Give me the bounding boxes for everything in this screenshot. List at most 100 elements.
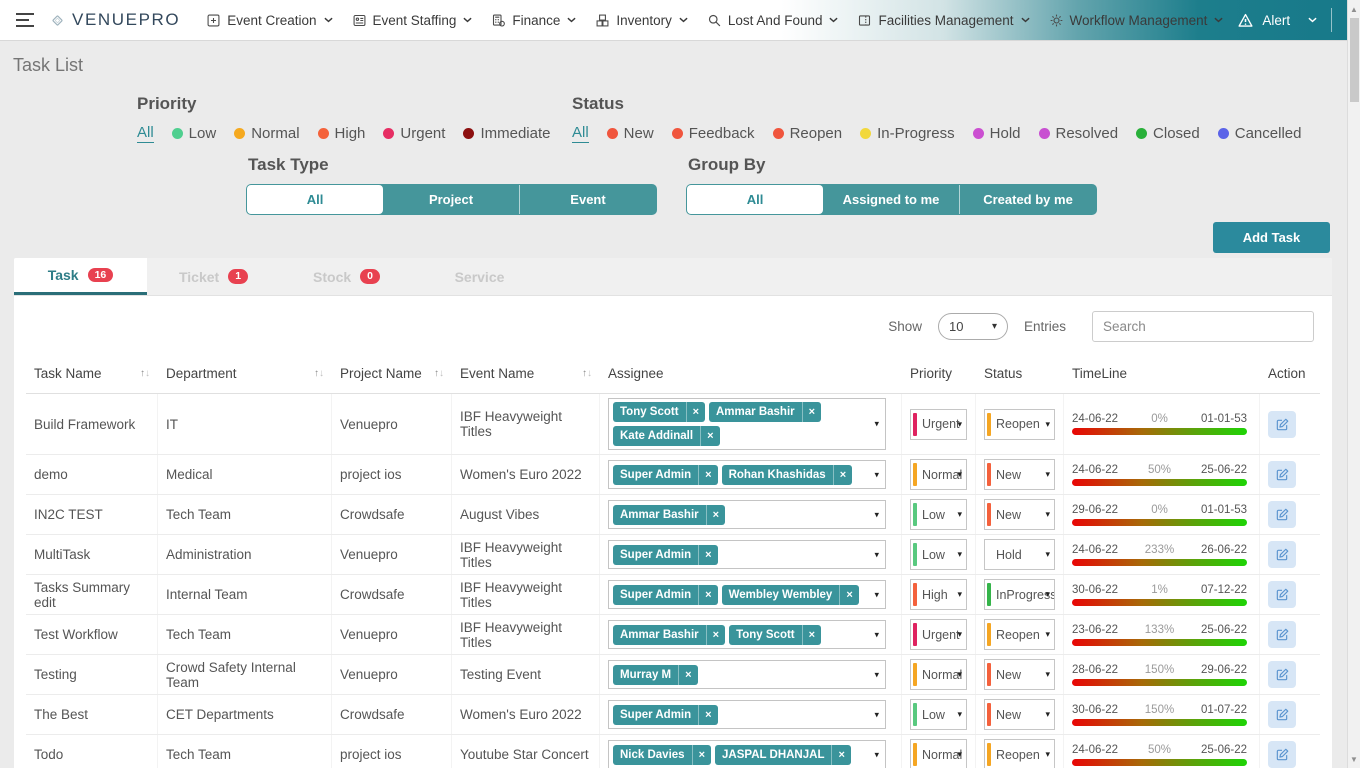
column-header-timeline[interactable]: TimeLine bbox=[1072, 366, 1128, 381]
remove-assignee-icon[interactable]: × bbox=[691, 744, 711, 765]
edit-task-button[interactable] bbox=[1268, 541, 1296, 568]
priority-select[interactable]: Urgent ▾ bbox=[910, 408, 967, 440]
status-select[interactable]: Reopen ▾ bbox=[984, 739, 1055, 768]
status-select[interactable]: New ▾ bbox=[984, 659, 1055, 690]
status-filter-new[interactable]: New bbox=[606, 125, 654, 142]
task-type-option-project[interactable]: Project bbox=[383, 185, 520, 214]
priority-filter-immediate[interactable]: Immediate bbox=[463, 125, 550, 142]
priority-filter-low[interactable]: Low bbox=[171, 125, 216, 142]
status-select[interactable]: InProgress ▾ bbox=[984, 579, 1055, 610]
status-select[interactable]: Reopen ▾ bbox=[984, 619, 1055, 650]
add-task-button[interactable]: Add Task bbox=[1213, 222, 1330, 253]
nav-finance[interactable]: Finance bbox=[491, 13, 576, 28]
edit-task-button[interactable] bbox=[1268, 621, 1296, 648]
column-header-event-name[interactable]: Event Name ↑ ↓ bbox=[460, 366, 592, 381]
column-header-assignee[interactable]: Assignee bbox=[608, 366, 664, 381]
priority-select[interactable]: Urgent ▾ bbox=[910, 619, 967, 650]
remove-assignee-icon[interactable]: × bbox=[698, 464, 717, 485]
status-filter-closed[interactable]: Closed bbox=[1136, 125, 1200, 142]
group-by-option-assigned-to-me[interactable]: Assigned to me bbox=[823, 185, 960, 214]
sort-icon[interactable]: ↑ ↓ bbox=[314, 367, 324, 379]
remove-assignee-icon[interactable]: × bbox=[832, 464, 852, 485]
scroll-up-icon[interactable]: ▲ bbox=[1350, 4, 1358, 14]
priority-filter-normal[interactable]: Normal bbox=[234, 125, 300, 142]
assignee-select[interactable]: Super Admin × Wembley Wembley × ▾ bbox=[608, 580, 886, 609]
remove-assignee-icon[interactable]: × bbox=[700, 426, 719, 446]
edit-task-button[interactable] bbox=[1268, 581, 1296, 608]
nav-workflow-management[interactable]: Workflow Management bbox=[1049, 13, 1224, 28]
assignee-select[interactable]: Super Admin × Rohan Khashidas × ▾ bbox=[608, 460, 886, 489]
vertical-scrollbar[interactable]: ▲ ▼ bbox=[1347, 0, 1360, 768]
edit-task-button[interactable] bbox=[1268, 701, 1296, 728]
edit-task-button[interactable] bbox=[1268, 410, 1296, 438]
status-filter-reopen[interactable]: Reopen bbox=[772, 125, 842, 142]
group-by-option-all[interactable]: All bbox=[687, 185, 823, 214]
remove-assignee-icon[interactable]: × bbox=[698, 584, 717, 605]
task-type-option-event[interactable]: Event bbox=[570, 192, 606, 207]
priority-select[interactable]: Low ▾ bbox=[910, 699, 967, 730]
nav-lost-and-found[interactable]: Lost And Found bbox=[707, 13, 839, 28]
nav-alert[interactable]: Alert bbox=[1223, 12, 1331, 29]
page-size-select[interactable]: 10 ▾ bbox=[937, 313, 1008, 340]
priority-filter-urgent[interactable]: Urgent bbox=[383, 125, 445, 142]
remove-assignee-icon[interactable]: × bbox=[705, 624, 725, 645]
brand[interactable]: VENUEPRO bbox=[50, 10, 180, 30]
remove-assignee-icon[interactable]: × bbox=[698, 544, 717, 565]
remove-assignee-icon[interactable]: × bbox=[698, 704, 717, 725]
nav-facilities-management[interactable]: Facilities Management bbox=[857, 13, 1030, 28]
priority-select[interactable]: Low ▾ bbox=[910, 499, 967, 530]
assignee-select[interactable]: Murray M × ▾ bbox=[608, 660, 886, 689]
status-select[interactable]: New ▾ bbox=[984, 499, 1055, 530]
status-filter-feedback[interactable]: Feedback bbox=[671, 125, 755, 142]
status-filter-in-progress[interactable]: In-Progress bbox=[860, 125, 955, 142]
priority-select[interactable]: Normal ▾ bbox=[910, 459, 967, 490]
nav-event-staffing[interactable]: Event Staffing bbox=[352, 13, 473, 28]
scrollbar-thumb[interactable] bbox=[1350, 18, 1359, 102]
remove-assignee-icon[interactable]: × bbox=[685, 402, 705, 422]
tab-task[interactable]: Task 16 bbox=[14, 258, 147, 295]
nav-event-creation[interactable]: Event Creation bbox=[206, 13, 333, 28]
priority-filter-all[interactable]: All bbox=[137, 124, 154, 143]
search-input[interactable] bbox=[1092, 311, 1314, 342]
edit-task-button[interactable] bbox=[1268, 501, 1296, 528]
task-type-option-all[interactable]: All bbox=[247, 185, 383, 214]
sort-icon[interactable]: ↑ ↓ bbox=[582, 367, 592, 379]
scroll-down-icon[interactable]: ▼ bbox=[1350, 754, 1358, 764]
status-select[interactable]: New ▾ bbox=[984, 459, 1055, 490]
priority-select[interactable]: Normal ▾ bbox=[910, 659, 967, 690]
status-filter-hold[interactable]: Hold bbox=[972, 125, 1021, 142]
tab-ticket[interactable]: Ticket 1 bbox=[147, 258, 280, 295]
priority-select[interactable]: High ▾ bbox=[910, 579, 967, 610]
assignee-select[interactable]: Super Admin × ▾ bbox=[608, 700, 886, 729]
status-filter-resolved[interactable]: Resolved bbox=[1038, 125, 1118, 142]
remove-assignee-icon[interactable]: × bbox=[705, 504, 725, 525]
nav-inventory[interactable]: Inventory bbox=[595, 13, 688, 28]
status-select[interactable]: Reopen ▾ bbox=[984, 408, 1055, 440]
assignee-select[interactable]: Ammar Bashir × ▾ bbox=[608, 500, 886, 529]
sort-icon[interactable]: ↑ ↓ bbox=[140, 367, 150, 379]
remove-assignee-icon[interactable]: × bbox=[831, 744, 850, 765]
edit-task-button[interactable] bbox=[1268, 461, 1296, 488]
column-header-department[interactable]: Department ↑ ↓ bbox=[166, 366, 324, 381]
menu-toggle-button[interactable] bbox=[14, 9, 36, 31]
status-filter-cancelled[interactable]: Cancelled bbox=[1217, 125, 1301, 142]
edit-task-button[interactable] bbox=[1268, 741, 1296, 768]
priority-select[interactable]: Low ▾ bbox=[910, 539, 967, 570]
remove-assignee-icon[interactable]: × bbox=[801, 624, 821, 645]
assignee-select[interactable]: Ammar Bashir × Tony Scott × ▾ bbox=[608, 620, 886, 649]
column-header-project-name[interactable]: Project Name ↑ ↓ bbox=[340, 366, 444, 381]
column-header-status[interactable]: Status bbox=[984, 366, 1023, 381]
edit-task-button[interactable] bbox=[1268, 661, 1296, 688]
status-filter-all[interactable]: All bbox=[572, 124, 589, 143]
remove-assignee-icon[interactable]: × bbox=[839, 584, 858, 605]
assignee-select[interactable]: Nick Davies × JASPAL DHANJAL × ▾ bbox=[608, 740, 886, 768]
remove-assignee-icon[interactable]: × bbox=[678, 664, 697, 685]
column-header-task-name[interactable]: Task Name ↑ ↓ bbox=[34, 366, 150, 381]
group-by-option-created-by-me[interactable]: Created by me bbox=[983, 192, 1073, 207]
column-header-action[interactable]: Action bbox=[1268, 366, 1306, 381]
priority-select[interactable]: Normal ▾ bbox=[910, 739, 967, 768]
remove-assignee-icon[interactable]: × bbox=[801, 402, 821, 422]
assignee-select[interactable]: Tony Scott × Ammar Bashir × Kate Addinal… bbox=[608, 398, 886, 450]
status-select[interactable]: New ▾ bbox=[984, 699, 1055, 730]
tab-stock[interactable]: Stock 0 bbox=[280, 258, 413, 295]
